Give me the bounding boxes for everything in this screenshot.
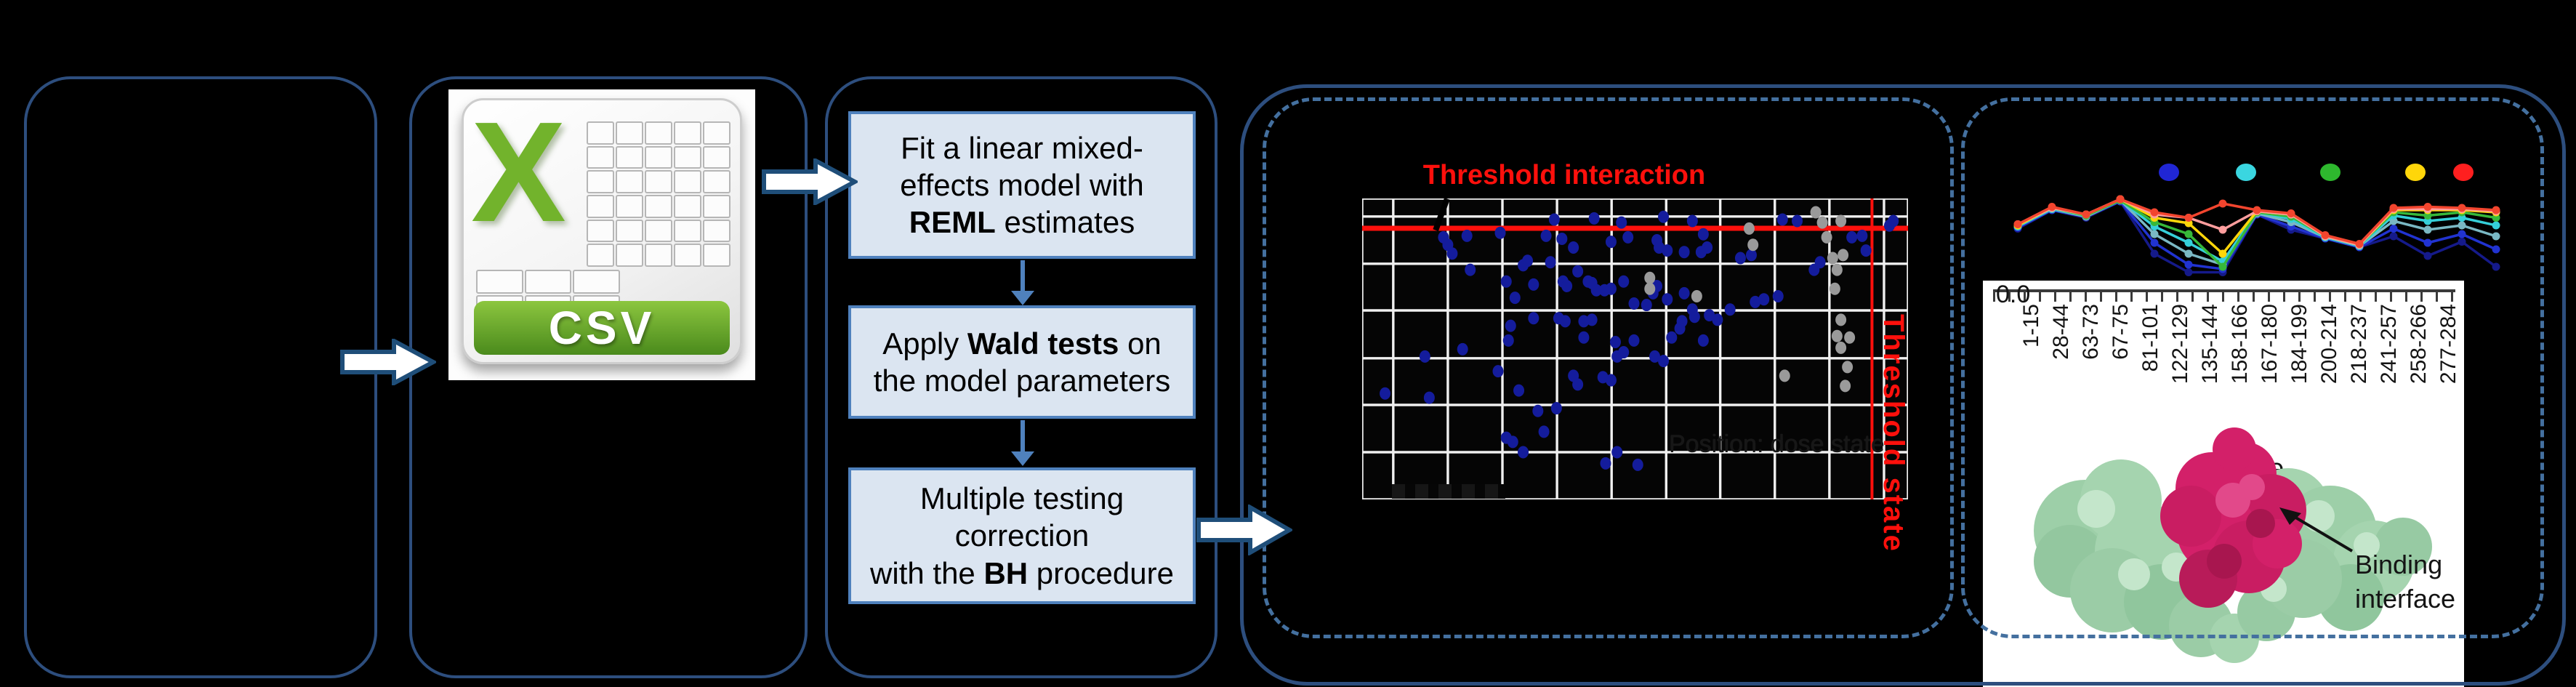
step3-text: Multiple testing correction with the xyxy=(870,481,1124,590)
grid-cell xyxy=(703,170,730,193)
grid-cell xyxy=(616,244,643,267)
step-fit-model: Fit a linear mixed-effects model with RE… xyxy=(848,111,1196,259)
peptide-tick-label: 167-180 xyxy=(2258,304,2282,385)
csv-file-image: X CSV xyxy=(448,89,755,380)
grid-cell xyxy=(616,170,643,193)
protein-green-surface xyxy=(2034,459,2432,663)
scatter-plot xyxy=(1362,198,1908,499)
grid-cell xyxy=(674,170,701,193)
scatter-faint-fragments xyxy=(1392,484,1505,499)
results-white-panel: 0.0 1-15 28-44 63-73 67-75 81-101 122-129 135-… xyxy=(1983,281,2464,687)
peptide-tick-label: 277-284 xyxy=(2436,304,2460,385)
grid-cell xyxy=(674,244,701,267)
grid-cell xyxy=(616,145,643,169)
grid-cell xyxy=(645,219,672,243)
grid-cell xyxy=(703,145,730,169)
grid-cell xyxy=(616,219,643,243)
grid-cell xyxy=(587,121,614,145)
grid-cell xyxy=(674,145,701,169)
grid-cell xyxy=(674,121,701,145)
x-axis-line xyxy=(1993,289,2455,292)
peptide-tick-label: 258-266 xyxy=(2407,304,2431,385)
peptide-tick-label: 158-166 xyxy=(2228,304,2252,385)
peptide-tick-label: 184-199 xyxy=(2287,304,2311,385)
csv-banner-label: CSV xyxy=(474,301,730,355)
grid-cell xyxy=(645,244,672,267)
binding-label-line1: Binding xyxy=(2355,550,2443,579)
flow-arrow-icon xyxy=(1196,505,1292,555)
peptide-tick-labels: 1-15 28-44 63-73 67-75 81-101 122-129 135-144 1… xyxy=(2019,304,2464,384)
y-axis-tick-label: 0.0 xyxy=(1996,281,2031,308)
grid-cell xyxy=(645,121,672,145)
flow-arrow-icon xyxy=(340,339,436,385)
spreadsheet-grid xyxy=(586,121,731,268)
grid-cell xyxy=(616,195,643,218)
grid-cell xyxy=(645,170,672,193)
step-connector-1 xyxy=(1021,260,1025,292)
step3-bold: BH xyxy=(983,555,1029,590)
grid-cell xyxy=(476,270,523,294)
step-connector-2 xyxy=(1021,420,1025,453)
grid-cell xyxy=(703,121,730,145)
input-box xyxy=(24,76,377,678)
binding-interface-label: Binding interface xyxy=(2355,548,2455,616)
threshold-state-label: Threshold state xyxy=(1877,314,1909,553)
grid-cell xyxy=(587,219,614,243)
protein-magenta-region xyxy=(2160,427,2306,608)
peptide-tick-label: 200-214 xyxy=(2317,304,2341,385)
step1-bold: REML xyxy=(909,205,996,240)
scatter-faint-label: Position: dose state xyxy=(1669,430,1885,458)
grid-cell xyxy=(573,270,620,294)
grid-cell xyxy=(645,195,672,218)
excel-x-glyph: X xyxy=(471,98,566,252)
grid-cell xyxy=(587,170,614,193)
arrow-down-icon xyxy=(1011,291,1034,305)
grid-cell xyxy=(587,145,614,169)
grid-cell xyxy=(645,145,672,169)
binding-arrow-icon xyxy=(2279,507,2354,553)
step-bh-correction: Multiple testing correction with the BH … xyxy=(848,467,1196,604)
peptide-tick-label: 1-15 xyxy=(2019,304,2043,348)
step1-text-post: estimates xyxy=(995,205,1135,240)
peptide-tick-label: 67-75 xyxy=(2109,304,2133,360)
grid-cell xyxy=(587,195,614,218)
peptide-tick-label: 81-101 xyxy=(2138,304,2162,372)
grid-cell xyxy=(674,219,701,243)
csv-file-icon: X CSV xyxy=(462,98,742,364)
grid-cell xyxy=(524,270,572,294)
x-axis-ticks xyxy=(1993,292,2455,302)
step-wald-tests: Apply Wald tests on the model parameters xyxy=(848,305,1196,419)
step1-text: Fit a linear mixed-effects model with xyxy=(900,130,1144,202)
grid-cell xyxy=(587,244,614,267)
grid-cell xyxy=(674,195,701,218)
flow-arrow-icon xyxy=(762,158,858,205)
binding-label-line2: interface xyxy=(2355,583,2456,614)
peptide-tick-label: 28-44 xyxy=(2049,304,2073,360)
protein-structure-image xyxy=(2034,427,2432,663)
peptide-tick-label: 63-73 xyxy=(2079,304,2103,360)
grid-cell xyxy=(703,219,730,243)
peptide-tick-label: 122-129 xyxy=(2168,304,2192,385)
statistics-box xyxy=(825,76,1217,678)
step3-text-post: procedure xyxy=(1028,555,1174,590)
uptake-line-chart xyxy=(2013,164,2500,276)
step2-bold: Wald tests xyxy=(967,326,1119,361)
peptide-tick-label: 241-257 xyxy=(2377,304,2401,385)
peptide-tick-label: 218-237 xyxy=(2347,304,2371,385)
grid-cell xyxy=(703,244,730,267)
peptide-tick-label: 135-144 xyxy=(2198,304,2222,385)
csv-box xyxy=(409,76,808,678)
grid-cell xyxy=(703,195,730,218)
step2-text-post: on the model parameters xyxy=(873,326,1171,398)
grid-cell xyxy=(616,121,643,145)
step2-text: Apply xyxy=(882,326,967,361)
threshold-interaction-label: Threshold interaction xyxy=(1422,160,1706,190)
arrow-down-icon xyxy=(1011,451,1034,466)
